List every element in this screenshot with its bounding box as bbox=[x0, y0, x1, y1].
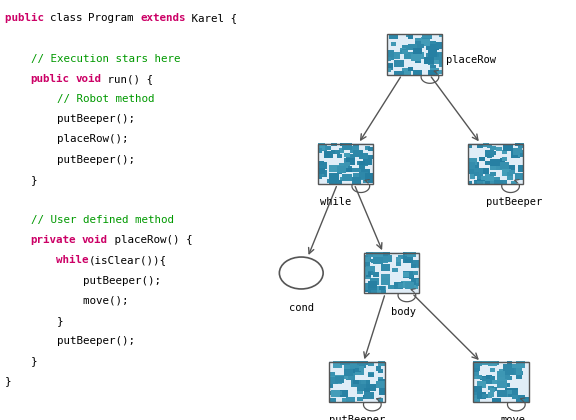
Text: // User defined method: // User defined method bbox=[5, 215, 173, 225]
Text: Karel {: Karel { bbox=[185, 13, 237, 24]
Text: move();: move(); bbox=[5, 296, 128, 306]
Text: // Execution stars here: // Execution stars here bbox=[5, 54, 180, 64]
Text: placeRow() {: placeRow() { bbox=[108, 235, 192, 245]
Text: putBeeper();: putBeeper(); bbox=[5, 336, 135, 346]
Text: }: } bbox=[5, 316, 63, 326]
Text: }: } bbox=[5, 356, 37, 366]
Text: while: while bbox=[320, 197, 351, 207]
Text: putBeeper();: putBeeper(); bbox=[5, 155, 135, 165]
Text: move: move bbox=[500, 415, 525, 420]
Text: private: private bbox=[31, 235, 76, 245]
Text: putBeeper: putBeeper bbox=[486, 197, 543, 207]
Text: run() {: run() { bbox=[101, 74, 153, 84]
Bar bbox=[329, 362, 385, 402]
Text: class: class bbox=[50, 13, 89, 24]
Bar bbox=[318, 144, 373, 184]
Text: putBeeper();: putBeeper(); bbox=[5, 114, 135, 124]
Text: cond: cond bbox=[289, 303, 314, 313]
Text: extends: extends bbox=[140, 13, 185, 24]
Text: void: void bbox=[75, 74, 101, 84]
Bar bbox=[468, 144, 523, 184]
Text: }: } bbox=[5, 175, 37, 185]
Bar bbox=[473, 362, 529, 402]
Text: putBeeper: putBeeper bbox=[329, 415, 385, 420]
Text: placeRow();: placeRow(); bbox=[5, 134, 128, 144]
Text: public: public bbox=[31, 74, 70, 84]
Text: putBeeper();: putBeeper(); bbox=[5, 276, 161, 286]
Text: void: void bbox=[82, 235, 108, 245]
Text: body: body bbox=[391, 307, 416, 317]
Bar bbox=[364, 253, 419, 293]
Text: placeRow: placeRow bbox=[446, 55, 497, 65]
Text: public: public bbox=[5, 13, 50, 24]
Text: Program: Program bbox=[89, 13, 141, 24]
Text: // Robot method: // Robot method bbox=[5, 94, 154, 104]
Text: }: } bbox=[5, 376, 11, 386]
Bar bbox=[387, 34, 442, 75]
Text: while: while bbox=[56, 255, 89, 265]
Text: (isClear()){: (isClear()){ bbox=[89, 255, 166, 265]
